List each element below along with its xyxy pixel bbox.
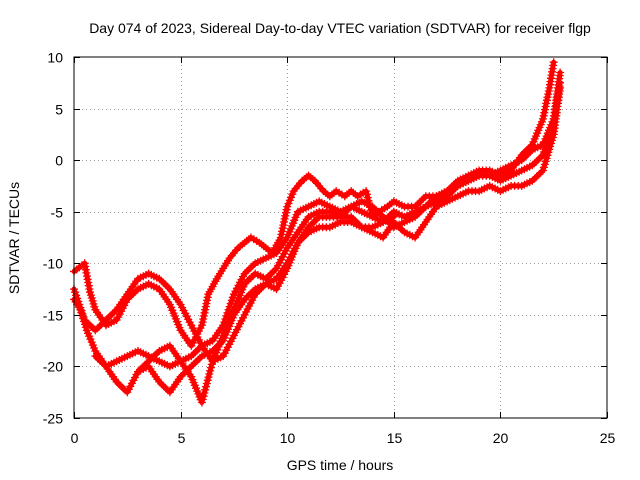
- grid: [74, 57, 607, 418]
- y-tick-label: -25: [43, 411, 63, 427]
- x-tick-label: 25: [600, 430, 616, 446]
- x-tick-label: 15: [387, 430, 403, 446]
- plot-frame: [73, 56, 608, 419]
- y-tick-label: -5: [51, 205, 64, 221]
- series-A: [70, 58, 558, 350]
- data-point-marker: [556, 83, 565, 92]
- y-tick-label: 5: [55, 102, 63, 118]
- y-tick-label: 0: [55, 153, 63, 169]
- y-tick-label: 10: [47, 50, 63, 66]
- series-layer: [70, 58, 565, 407]
- x-tick-label: 10: [280, 430, 296, 446]
- data-point-marker: [549, 58, 558, 67]
- data-point-marker: [389, 212, 398, 221]
- tick-labels: 0 5 10 15 20 25 -25 -20 -15 -10 -5 0 5 10: [43, 50, 616, 447]
- x-tick-label: 20: [493, 430, 509, 446]
- x-tick-label: 5: [178, 430, 186, 446]
- axes: [73, 56, 608, 419]
- chart-title: Day 074 of 2023, Sidereal Day-to-day VTE…: [89, 20, 591, 36]
- y-tick-label: -20: [43, 359, 63, 375]
- y-tick-label: -15: [43, 308, 63, 324]
- x-axis-label: GPS time / hours: [287, 457, 394, 473]
- series-E: [134, 212, 398, 397]
- y-tick-label: -10: [43, 256, 63, 272]
- y-axis-label: SDTVAR / TECUs: [6, 182, 22, 294]
- x-tick-label: 0: [71, 430, 79, 446]
- data-point-marker: [556, 68, 565, 77]
